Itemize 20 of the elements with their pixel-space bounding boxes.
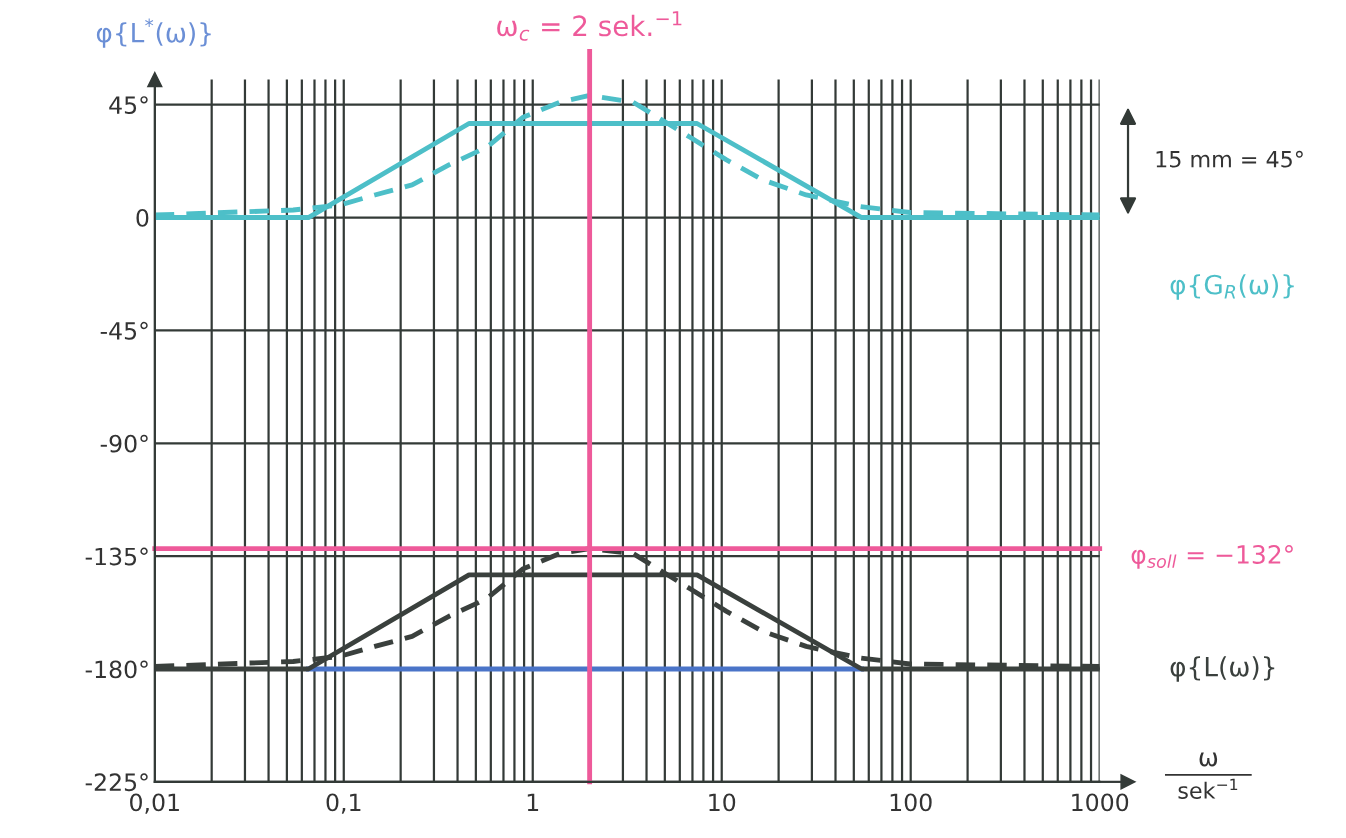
y-axis-title: φ{L$^{*}$(ω)} <box>96 18 211 48</box>
y-tick-label: -45° <box>100 321 148 340</box>
y-tick-label: 45° <box>109 96 148 114</box>
x-tick-label: 1 <box>527 793 539 811</box>
x-tick-label: 100 <box>890 793 932 812</box>
text: φ{G$_{R}$(ω)} <box>1170 274 1294 300</box>
x-tick-label: 10 <box>709 793 736 812</box>
y-tick-label: 0 <box>136 209 149 227</box>
x-tick-label: 0,01 <box>130 793 179 814</box>
text: 15 mm = 45° <box>1156 150 1303 168</box>
y-tick-label: -135° <box>85 547 148 566</box>
ref-line-label: ω$_{c}$ = 2 sek.$^{−1}$ <box>497 11 682 41</box>
y-tick-label: -180° <box>85 660 148 679</box>
ref-line-label: φ$_{soll}$ = −132° <box>1131 545 1293 569</box>
y-tick-label: -225° <box>85 773 148 792</box>
x-tick-label: 1000 <box>1072 793 1129 812</box>
text: φ{L(ω)} <box>1170 656 1275 682</box>
x-axis-title: ω sek$^{−1}$ <box>1178 752 1238 799</box>
x-tick-label: 0,1 <box>326 793 361 814</box>
y-tick-label: -90° <box>100 434 148 453</box>
